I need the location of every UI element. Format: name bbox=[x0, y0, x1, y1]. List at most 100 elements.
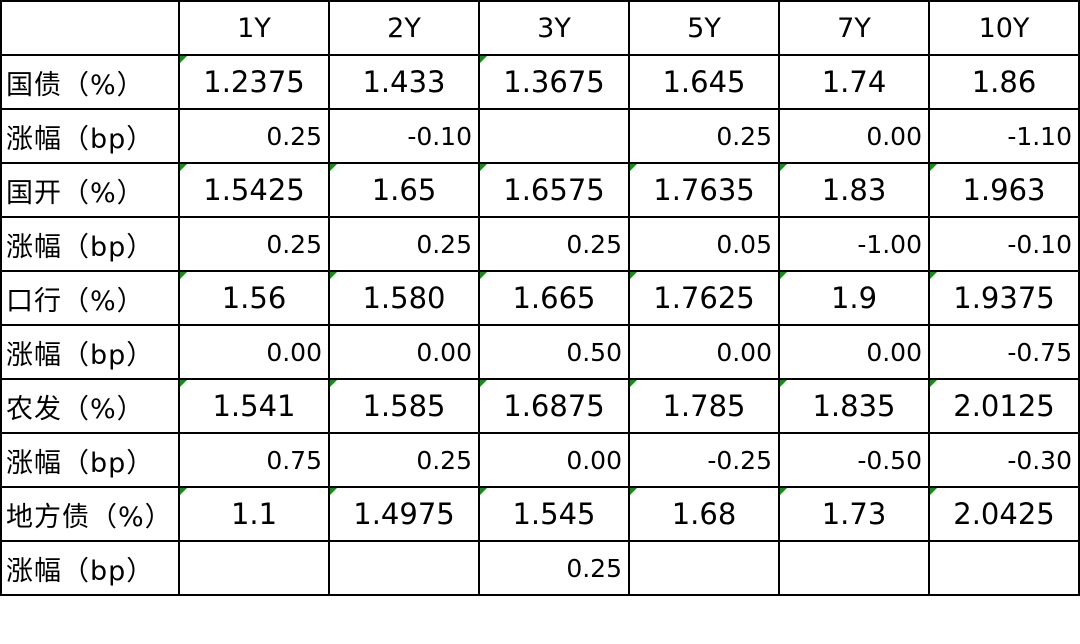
change-cell[interactable]: -0.25 bbox=[628, 432, 780, 488]
header-cell-1y[interactable]: 1Y bbox=[178, 0, 330, 56]
yield-cell[interactable]: 1.73 bbox=[778, 486, 930, 542]
yield-cell[interactable]: 1.6875 bbox=[478, 378, 630, 434]
change-cell[interactable]: -1.00 bbox=[778, 216, 930, 272]
row-label-cell[interactable]: 国开（%） bbox=[0, 162, 180, 218]
change-cell[interactable]: 0.25 bbox=[178, 216, 330, 272]
row-label-cell[interactable]: 涨幅（bp） bbox=[0, 432, 180, 488]
cell-value: 0.00 bbox=[416, 337, 472, 367]
yield-cell[interactable]: 1.5425 bbox=[178, 162, 330, 218]
change-cell[interactable]: 0.25 bbox=[478, 540, 630, 596]
header-corner-cell[interactable] bbox=[0, 0, 180, 56]
row-label-cell[interactable]: 涨幅（bp） bbox=[0, 324, 180, 380]
change-cell[interactable]: 0.00 bbox=[778, 324, 930, 380]
change-cell[interactable] bbox=[628, 540, 780, 596]
cell-value: 1.1 bbox=[230, 497, 278, 531]
cell-value: 1.665 bbox=[512, 281, 596, 315]
change-cell[interactable] bbox=[328, 540, 480, 596]
yield-cell[interactable]: 2.0425 bbox=[928, 486, 1080, 542]
change-cell[interactable]: 0.75 bbox=[178, 432, 330, 488]
comment-indicator-icon bbox=[181, 489, 187, 495]
comment-indicator-icon bbox=[781, 165, 787, 171]
yield-cell[interactable]: 1.83 bbox=[778, 162, 930, 218]
change-cell[interactable] bbox=[778, 540, 930, 596]
cell-value: 1.785 bbox=[662, 389, 746, 423]
change-cell[interactable]: 0.25 bbox=[628, 108, 780, 164]
yield-cell[interactable]: 1.541 bbox=[178, 378, 330, 434]
header-cell-2y[interactable]: 2Y bbox=[328, 0, 480, 56]
change-cell[interactable]: 0.25 bbox=[328, 432, 480, 488]
header-cell-5y[interactable]: 5Y bbox=[628, 0, 780, 56]
change-cell[interactable]: -1.10 bbox=[928, 108, 1080, 164]
change-cell[interactable]: 0.25 bbox=[328, 216, 480, 272]
yield-cell[interactable]: 1.68 bbox=[628, 486, 780, 542]
yield-cell[interactable]: 1.1 bbox=[178, 486, 330, 542]
cell-value: -0.10 bbox=[1007, 229, 1072, 259]
change-cell[interactable]: 0.00 bbox=[778, 108, 930, 164]
change-cell[interactable]: -0.10 bbox=[928, 216, 1080, 272]
change-cell[interactable]: -0.75 bbox=[928, 324, 1080, 380]
yield-cell[interactable]: 1.6575 bbox=[478, 162, 630, 218]
yield-cell[interactable]: 1.545 bbox=[478, 486, 630, 542]
change-row: 涨幅（bp） 0.25 -0.10 0.25 0.00 -1.10 bbox=[0, 108, 1080, 164]
header-cell-3y[interactable]: 3Y bbox=[478, 0, 630, 56]
yield-cell[interactable]: 1.2375 bbox=[178, 54, 330, 110]
cell-value: 0.75 bbox=[266, 445, 322, 475]
cell-value: 1.580 bbox=[362, 281, 446, 315]
comment-indicator-icon bbox=[181, 273, 187, 279]
change-cell[interactable]: 0.05 bbox=[628, 216, 780, 272]
header-cell-10y[interactable]: 10Y bbox=[928, 0, 1080, 56]
change-cell[interactable] bbox=[178, 540, 330, 596]
yield-cell[interactable]: 1.9 bbox=[778, 270, 930, 326]
change-cell[interactable]: 0.25 bbox=[478, 216, 630, 272]
yield-cell[interactable]: 1.3675 bbox=[478, 54, 630, 110]
yield-cell[interactable]: 1.4975 bbox=[328, 486, 480, 542]
change-cell[interactable]: 0.00 bbox=[178, 324, 330, 380]
yield-row: 国债（%） 1.2375 1.433 1.3675 1.645 1.74 1.86 bbox=[0, 54, 1080, 110]
yield-cell[interactable]: 1.645 bbox=[628, 54, 780, 110]
change-cell[interactable]: 0.25 bbox=[178, 108, 330, 164]
row-label-cell[interactable]: 国债（%） bbox=[0, 54, 180, 110]
yield-cell[interactable]: 1.433 bbox=[328, 54, 480, 110]
yield-row: 国开（%） 1.5425 1.65 1.6575 1.7635 1.83 1.963 bbox=[0, 162, 1080, 218]
yield-cell[interactable]: 1.585 bbox=[328, 378, 480, 434]
cell-value: 1.433 bbox=[362, 65, 446, 99]
comment-indicator-icon bbox=[481, 273, 487, 279]
change-row: 涨幅（bp） 0.25 bbox=[0, 540, 1080, 596]
change-cell[interactable]: 0.00 bbox=[628, 324, 780, 380]
yield-cell[interactable]: 1.7625 bbox=[628, 270, 780, 326]
change-cell[interactable]: 0.50 bbox=[478, 324, 630, 380]
yield-cell[interactable]: 1.74 bbox=[778, 54, 930, 110]
row-label-cell[interactable]: 农发（%） bbox=[0, 378, 180, 434]
comment-indicator-icon bbox=[481, 57, 487, 63]
row-label-cell[interactable]: 口行（%） bbox=[0, 270, 180, 326]
yield-cell[interactable]: 1.65 bbox=[328, 162, 480, 218]
yield-cell[interactable]: 1.9375 bbox=[928, 270, 1080, 326]
yield-cell[interactable]: 1.785 bbox=[628, 378, 780, 434]
comment-indicator-icon bbox=[631, 489, 637, 495]
yield-cell[interactable]: 1.963 bbox=[928, 162, 1080, 218]
change-cell[interactable]: -0.50 bbox=[778, 432, 930, 488]
row-label-cell[interactable]: 涨幅（bp） bbox=[0, 216, 180, 272]
cell-value: 1.545 bbox=[512, 497, 596, 531]
cell-value: 2.0425 bbox=[953, 497, 1055, 531]
header-cell-7y[interactable]: 7Y bbox=[778, 0, 930, 56]
yield-cell[interactable]: 1.580 bbox=[328, 270, 480, 326]
change-cell[interactable]: 0.00 bbox=[478, 432, 630, 488]
yield-cell[interactable]: 1.665 bbox=[478, 270, 630, 326]
change-cell[interactable] bbox=[928, 540, 1080, 596]
change-cell[interactable]: -0.30 bbox=[928, 432, 1080, 488]
change-cell[interactable]: -0.10 bbox=[328, 108, 480, 164]
cell-value: 1.585 bbox=[362, 389, 446, 423]
yield-cell[interactable]: 1.56 bbox=[178, 270, 330, 326]
cell-value: 1.74 bbox=[821, 65, 887, 99]
cell-value: 0.25 bbox=[266, 229, 322, 259]
row-label-cell[interactable]: 涨幅（bp） bbox=[0, 540, 180, 596]
yield-cell[interactable]: 1.835 bbox=[778, 378, 930, 434]
row-label-cell[interactable]: 地方债（%） bbox=[0, 486, 180, 542]
change-cell[interactable] bbox=[478, 108, 630, 164]
change-cell[interactable]: 0.00 bbox=[328, 324, 480, 380]
yield-cell[interactable]: 2.0125 bbox=[928, 378, 1080, 434]
yield-cell[interactable]: 1.86 bbox=[928, 54, 1080, 110]
row-label-cell[interactable]: 涨幅（bp） bbox=[0, 108, 180, 164]
yield-cell[interactable]: 1.7635 bbox=[628, 162, 780, 218]
